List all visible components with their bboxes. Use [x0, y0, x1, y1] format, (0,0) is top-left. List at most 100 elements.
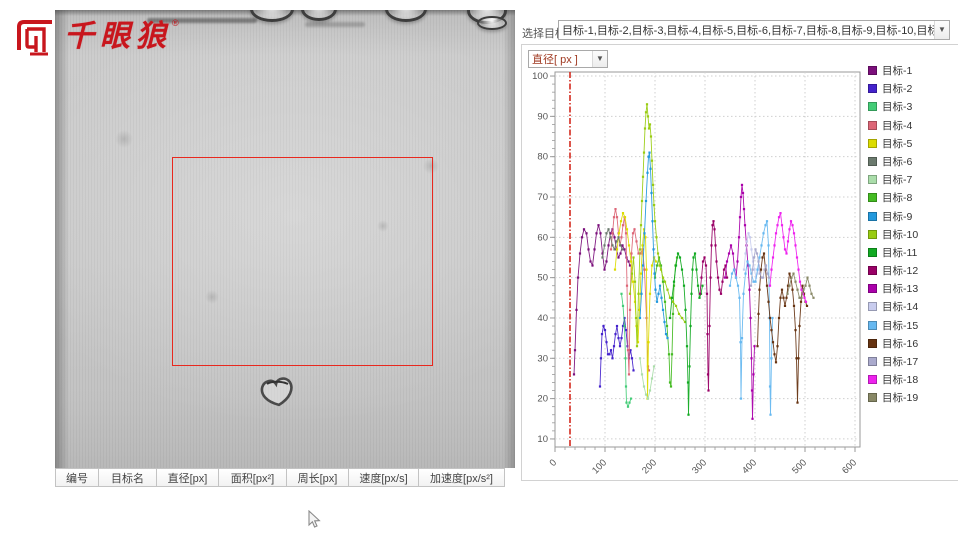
legend-item: 目标-16 [868, 337, 956, 350]
chart-panel: 0 100 200 300 400 500 600 10 20 30 40 50 60 70 80 90 100… [521, 44, 958, 481]
image-right-shade [503, 10, 515, 468]
legend-label: 目标-1 [882, 65, 913, 77]
diameter-line-chart: 0 100 200 300 400 500 600 10 20 30 40 50 60 70 80 90 100 [532, 71, 861, 476]
legend-item: 目标-17 [868, 356, 956, 368]
legend-label: 目标-13 [882, 283, 919, 296]
results-table-header: 编号 目标名 直径[px] 面积[px²] 周长[px] 速度[px/s] 加速度[px/s… [55, 468, 505, 487]
legend-item: 目标-11 [868, 246, 956, 259]
table-header-cell[interactable]: 编号 [55, 468, 99, 487]
table-header-cell[interactable]: 目标名 [99, 468, 157, 487]
legend-label: 目标-6 [882, 155, 913, 168]
target-select[interactable]: 目标-1,目标-2,目标-3,目标-4,目标-5,目标-6,目标-7,目标-8,… [558, 20, 950, 40]
metric-select-value: 直径[ px ] [532, 54, 578, 66]
legend-item: 目标-9 [868, 210, 956, 223]
legend-label: 目标-19 [882, 392, 919, 405]
legend-label: 目标-7 [882, 174, 913, 187]
legend-swatch [868, 302, 877, 312]
legend-swatch [868, 175, 877, 185]
legend-label: 目标-17 [882, 356, 919, 368]
svg-text:90: 90 [537, 111, 548, 122]
legend-swatch [868, 156, 877, 166]
faint-spot [115, 130, 133, 148]
legend-item: 目标-12 [868, 265, 956, 278]
svg-text:100: 100 [590, 457, 609, 476]
legend-swatch [868, 102, 877, 112]
svg-text:50: 50 [537, 273, 548, 284]
legend-swatch [868, 84, 877, 94]
legend-label: 目标-3 [882, 101, 913, 114]
legend-item: 目标-4 [868, 120, 956, 132]
legend-item: 目标-8 [868, 192, 956, 205]
legend-label: 目标-16 [882, 337, 919, 350]
legend-swatch [868, 320, 877, 330]
bubble [477, 16, 507, 30]
legend-item: 目标-1 [868, 65, 956, 77]
logo-spiral-icon [17, 20, 52, 56]
legend-swatch [868, 211, 877, 221]
legend-swatch [868, 338, 877, 348]
legend-label: 目标-2 [882, 83, 913, 96]
legend-label: 目标-8 [882, 192, 913, 205]
target-select-value: 目标-1,目标-2,目标-3,目标-4,目标-5,目标-6,目标-7,目标-8,… [562, 25, 934, 37]
legend-item: 目标-7 [868, 174, 956, 187]
table-header-cell[interactable]: 周长[px] [287, 468, 349, 487]
legend-item: 目标-15 [868, 319, 956, 332]
legend-label: 目标-12 [882, 265, 919, 278]
legend-swatch [868, 357, 877, 366]
svg-text:80: 80 [537, 152, 548, 163]
legend-item: 目标-5 [868, 137, 956, 150]
legend-item: 目标-10 [868, 228, 956, 241]
legend-swatch [868, 66, 877, 75]
table-header-cell[interactable]: 加速度[px/s²] [419, 468, 505, 487]
svg-text:30: 30 [537, 353, 548, 364]
logo-registered-mark: ® [172, 18, 179, 28]
bubble-smudge [147, 18, 257, 23]
svg-text:300: 300 [690, 457, 709, 476]
chevron-down-icon: ▼ [592, 51, 607, 67]
legend-swatch [868, 120, 877, 130]
legend-label: 目标-9 [882, 210, 913, 223]
bubble [385, 10, 427, 22]
svg-text:100: 100 [532, 71, 548, 82]
legend-label: 目标-11 [882, 246, 918, 259]
legend-swatch [868, 138, 877, 148]
metric-select[interactable]: 直径[ px ] ▼ [528, 50, 608, 68]
faint-spot [423, 158, 439, 174]
roi-rectangle[interactable] [172, 157, 433, 366]
table-header-cell[interactable]: 面积[px²] [219, 468, 287, 487]
table-header-cell[interactable]: 直径[px] [157, 468, 219, 487]
legend-item: 目标-3 [868, 101, 956, 114]
legend-label: 目标-10 [882, 228, 919, 241]
legend-item: 目标-13 [868, 283, 956, 296]
logo-text: 千眼狼 [64, 19, 172, 54]
legend-swatch [868, 247, 877, 257]
bubble [301, 10, 337, 21]
legend-label: 目标-15 [882, 319, 919, 332]
select-target-label: 选择目标 [522, 28, 566, 40]
svg-text:10: 10 [537, 434, 548, 445]
legend-swatch [868, 393, 877, 403]
table-header-cell[interactable]: 速度[px/s] [349, 468, 419, 487]
heart-bubble [260, 377, 293, 407]
svg-text:70: 70 [537, 192, 548, 203]
legend-swatch [868, 229, 877, 239]
legend-item: 目标-18 [868, 374, 956, 387]
bubble-smudge [305, 22, 365, 27]
chevron-down-icon: ▼ [934, 21, 949, 39]
legend-swatch [868, 284, 877, 294]
camera-view[interactable] [55, 10, 515, 468]
svg-text:0: 0 [548, 457, 560, 469]
legend-item: 目标-14 [868, 301, 956, 313]
faint-spot [205, 290, 219, 304]
svg-text:400: 400 [740, 457, 759, 476]
mouse-cursor [308, 510, 321, 528]
svg-text:40: 40 [537, 313, 548, 324]
legend-label: 目标-18 [882, 374, 919, 387]
legend-item: 目标-2 [868, 83, 956, 96]
legend-swatch [868, 193, 877, 203]
chart-legend: 目标-1 目标-2 目标-3 目标-4 目标-5 目标-6 目标-7 目标-8 目标-9 目标-1… [868, 65, 956, 405]
svg-text:60: 60 [537, 232, 548, 243]
legend-label: 目标-5 [882, 137, 913, 150]
svg-text:20: 20 [537, 394, 548, 405]
